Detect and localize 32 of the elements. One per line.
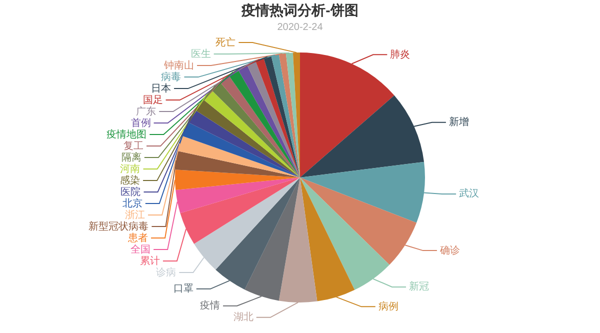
slice-label: 病毒 (161, 70, 182, 83)
slice-label: 疫情 (200, 300, 220, 312)
slice-label: 患者 (127, 232, 148, 244)
slice-label: 北京 (122, 197, 142, 210)
slice-label: 病例 (378, 300, 398, 312)
slice-label: 新增 (448, 116, 469, 128)
slice-label: 浙江 (125, 208, 146, 221)
slice-label: 复工 (124, 140, 144, 152)
slice-label: 隔离 (121, 151, 142, 164)
slice-label: 感染 (120, 174, 140, 186)
chart-title: 疫情热词分析-饼图 (240, 2, 358, 18)
slice-label: 首例 (130, 116, 151, 129)
slice-label: 累计 (140, 254, 160, 267)
slice-label: 河南 (120, 162, 140, 175)
slice-label: 疫情地图 (106, 128, 147, 140)
slice-label: 死亡 (216, 36, 236, 48)
slice-label: 医生 (190, 48, 211, 60)
slice-label: 口罩 (173, 282, 194, 295)
slice-label: 日本 (151, 82, 172, 94)
slice-label: 确诊 (438, 244, 460, 256)
slice-label: 新冠 (409, 280, 430, 293)
slice-label: 全国 (130, 243, 151, 256)
slice-label: 医院 (120, 186, 141, 198)
slice-label: 钟南山 (163, 59, 194, 72)
chart-subtitle: 2020-2-24 (277, 22, 324, 33)
slice-label: 湖北 (233, 311, 254, 324)
slice-label: 广东 (136, 105, 156, 118)
slice-label: 肺炎 (390, 48, 410, 60)
slice-label: 武汉 (459, 188, 480, 200)
slice-label: 新型冠状病毒 (88, 220, 149, 232)
slice-label: 国足 (142, 94, 163, 106)
slice-label: 诊病 (156, 266, 176, 278)
